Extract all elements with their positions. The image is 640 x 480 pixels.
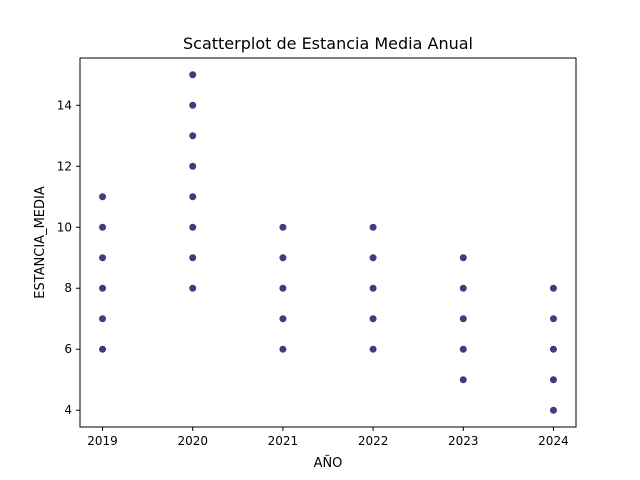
y-tick-label: 6: [64, 342, 72, 356]
data-point: [98, 223, 107, 232]
x-axis-label: AÑO: [314, 455, 343, 471]
y-axis-label: ESTANCIA_MEDIA: [33, 186, 48, 299]
data-point: [549, 284, 558, 293]
data-point: [549, 345, 558, 354]
data-point: [278, 345, 288, 354]
chart-title: Scatterplot de Estancia Media Anual: [183, 34, 473, 53]
data-point: [368, 314, 378, 323]
data-point: [98, 314, 107, 323]
data-point: [98, 253, 107, 262]
data-point: [98, 192, 107, 201]
y-tick-label: 12: [57, 159, 72, 173]
plot-area-frame: [79, 57, 577, 428]
x-tick-label: 2020: [177, 434, 208, 448]
data-point: [188, 70, 197, 79]
y-tick-label: 8: [64, 281, 72, 295]
data-point: [368, 223, 378, 232]
data-point: [459, 345, 468, 354]
data-point: [188, 223, 197, 232]
y-tick-label: 10: [57, 220, 72, 234]
y-tick-label: 4: [64, 403, 72, 417]
data-point: [368, 345, 378, 354]
data-point: [549, 314, 558, 323]
x-tick-label: 2021: [268, 434, 299, 448]
data-point: [278, 284, 288, 293]
x-tick-label: 2022: [358, 434, 389, 448]
data-point: [98, 284, 107, 293]
data-point: [549, 406, 558, 415]
data-point: [549, 375, 558, 384]
data-point: [368, 284, 378, 293]
points-layer: [98, 70, 558, 415]
data-point: [459, 284, 468, 293]
x-tick-label: 2024: [538, 434, 569, 448]
data-point: [459, 314, 468, 323]
x-tick-label: 2023: [448, 434, 479, 448]
data-point: [278, 314, 288, 323]
data-point: [188, 162, 197, 171]
data-point: [98, 345, 107, 354]
data-point: [278, 223, 288, 232]
data-point: [459, 375, 468, 384]
data-point: [368, 253, 378, 262]
ticks-layer: 2019 2020 2021 2022 2023 2024 4 6 8 10 12 14: [57, 98, 569, 448]
data-point: [188, 101, 197, 110]
data-point: [188, 192, 197, 201]
data-point: [188, 284, 197, 293]
data-point: [188, 253, 197, 262]
data-point: [188, 131, 197, 140]
data-point: [459, 253, 468, 262]
y-tick-label: 14: [57, 98, 72, 112]
x-tick-label: 2019: [87, 434, 118, 448]
data-point: [278, 253, 288, 262]
